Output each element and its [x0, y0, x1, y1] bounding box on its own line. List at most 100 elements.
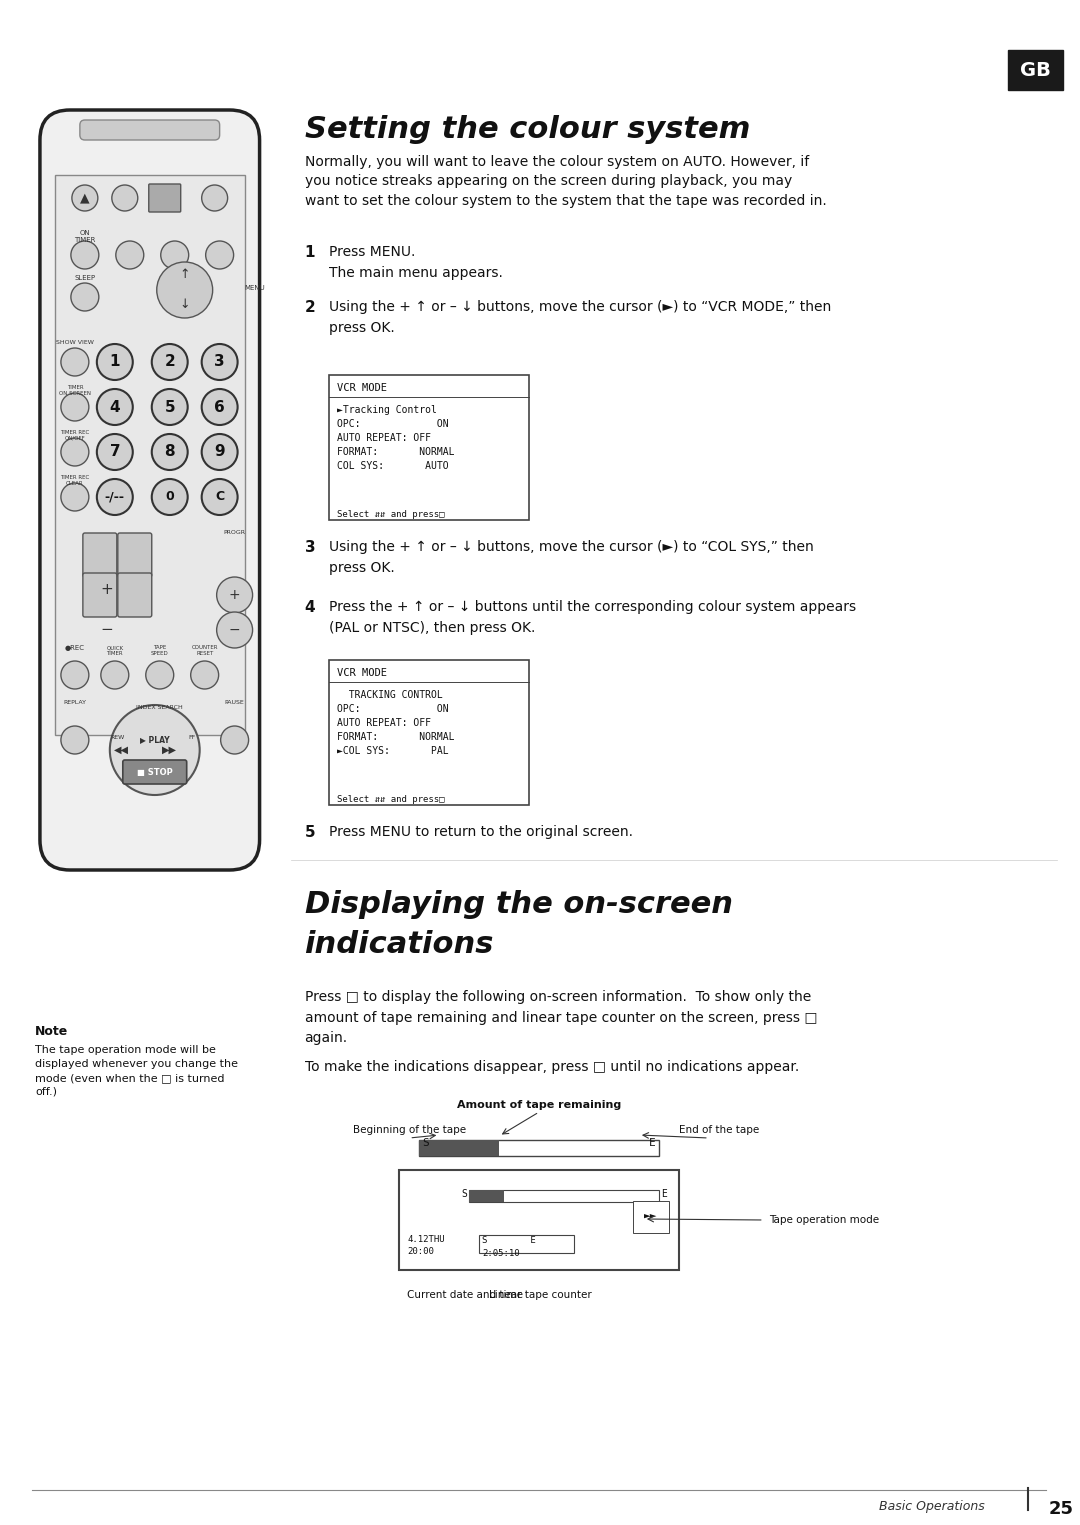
Text: Note: Note: [35, 1025, 68, 1039]
Text: OPC:             ON: OPC: ON: [337, 419, 449, 429]
Text: Beginning of the tape: Beginning of the tape: [353, 1125, 465, 1135]
Circle shape: [60, 483, 89, 511]
Circle shape: [205, 241, 233, 268]
Text: +: +: [100, 583, 113, 598]
Text: ►Tracking Control: ►Tracking Control: [337, 406, 437, 415]
Text: 0: 0: [165, 491, 174, 503]
Text: 2: 2: [164, 354, 175, 369]
Text: E: E: [661, 1190, 666, 1199]
Text: TRACKING CONTROL: TRACKING CONTROL: [337, 689, 443, 700]
Circle shape: [60, 726, 89, 753]
Bar: [400, 1170, 679, 1270]
Text: ▲: ▲: [80, 192, 90, 204]
Circle shape: [97, 479, 133, 515]
Text: ON
TIMER: ON TIMER: [75, 230, 95, 242]
Text: ●REC: ●REC: [65, 645, 85, 651]
Text: 1: 1: [305, 246, 315, 259]
Bar: [480, 1235, 575, 1254]
Text: TAPE
SPEED: TAPE SPEED: [151, 645, 168, 656]
Text: GB: GB: [1020, 61, 1051, 79]
Text: 3: 3: [214, 354, 225, 369]
FancyBboxPatch shape: [118, 573, 152, 618]
Text: ◀◀: ◀◀: [114, 746, 130, 755]
Text: 4: 4: [109, 400, 120, 415]
Text: Normally, you will want to leave the colour system on AUTO. However, if
you noti: Normally, you will want to leave the col…: [305, 156, 826, 207]
Text: VCR MODE: VCR MODE: [337, 383, 388, 393]
Circle shape: [202, 345, 238, 380]
Circle shape: [97, 389, 133, 425]
Text: Setting the colour system: Setting the colour system: [305, 114, 750, 143]
Text: 8: 8: [164, 444, 175, 459]
Text: 5: 5: [164, 400, 175, 415]
Text: AUTO REPEAT: OFF: AUTO REPEAT: OFF: [337, 433, 431, 442]
Circle shape: [152, 479, 188, 515]
Text: S        E: S E: [482, 1235, 536, 1244]
Text: Select ⇵⇵ and press□: Select ⇵⇵ and press□: [337, 795, 445, 804]
Text: Current date and time: Current date and time: [407, 1290, 524, 1299]
Text: PAUSE: PAUSE: [225, 700, 244, 705]
Text: End of the tape: End of the tape: [678, 1125, 759, 1135]
Circle shape: [60, 348, 89, 377]
Text: AUTO REPEAT: OFF: AUTO REPEAT: OFF: [337, 718, 431, 727]
Text: 4: 4: [305, 599, 315, 615]
Text: QUICK
TIMER: QUICK TIMER: [106, 645, 123, 656]
Circle shape: [202, 435, 238, 470]
Text: TIMER REC
ON/OFF: TIMER REC ON/OFF: [60, 430, 90, 441]
FancyBboxPatch shape: [149, 185, 180, 212]
Circle shape: [217, 576, 253, 613]
Circle shape: [146, 660, 174, 689]
Text: ▶ PLAY: ▶ PLAY: [140, 735, 170, 744]
Text: FORMAT:       NORMAL: FORMAT: NORMAL: [337, 732, 455, 743]
Circle shape: [97, 435, 133, 470]
Text: SLEEP: SLEEP: [75, 274, 95, 281]
Text: indications: indications: [305, 930, 494, 959]
Bar: [329, 375, 529, 520]
Circle shape: [60, 438, 89, 467]
Bar: [329, 660, 529, 805]
Circle shape: [157, 262, 213, 319]
Text: ►COL SYS:       PAL: ►COL SYS: PAL: [337, 746, 449, 756]
Text: Displaying the on-screen: Displaying the on-screen: [305, 891, 732, 920]
Text: 6: 6: [214, 400, 225, 415]
FancyBboxPatch shape: [123, 759, 187, 784]
FancyBboxPatch shape: [1009, 50, 1064, 90]
Circle shape: [60, 660, 89, 689]
Bar: [419, 1141, 499, 1156]
Circle shape: [202, 479, 238, 515]
Circle shape: [116, 241, 144, 268]
Text: To make the indications disappear, press □ until no indications appear.: To make the indications disappear, press…: [305, 1060, 799, 1074]
Text: E: E: [649, 1138, 656, 1148]
Circle shape: [191, 660, 218, 689]
Text: FORMAT:       NORMAL: FORMAT: NORMAL: [337, 447, 455, 458]
Text: Linear tape counter: Linear tape counter: [489, 1290, 592, 1299]
Bar: [55, 175, 244, 735]
Text: 2: 2: [305, 300, 315, 316]
Text: ►►: ►►: [644, 1212, 658, 1222]
Bar: [469, 1190, 659, 1202]
Bar: [419, 1141, 659, 1156]
Text: FF: FF: [188, 735, 195, 740]
FancyBboxPatch shape: [80, 120, 219, 140]
FancyBboxPatch shape: [83, 534, 117, 576]
Text: S: S: [461, 1190, 468, 1199]
Text: OPC:             ON: OPC: ON: [337, 705, 449, 714]
Text: 4.12THU
20:00: 4.12THU 20:00: [407, 1235, 445, 1255]
Text: Select ⇵⇵ and press□: Select ⇵⇵ and press□: [337, 509, 445, 518]
Text: 25: 25: [1049, 1501, 1074, 1517]
Text: Basic Operations: Basic Operations: [878, 1501, 984, 1513]
Text: 2:05:10: 2:05:10: [482, 1249, 519, 1258]
Text: TIMER
ON SCREEN: TIMER ON SCREEN: [59, 384, 91, 396]
Circle shape: [110, 705, 200, 795]
Circle shape: [152, 345, 188, 380]
FancyBboxPatch shape: [40, 110, 259, 869]
Text: −: −: [100, 622, 113, 637]
Text: INDEX SEARCH: INDEX SEARCH: [136, 705, 184, 711]
Text: ■ STOP: ■ STOP: [137, 767, 173, 776]
Text: +: +: [229, 589, 241, 602]
Text: 1: 1: [109, 354, 120, 369]
Text: Tape operation mode: Tape operation mode: [769, 1215, 879, 1225]
Text: 7: 7: [109, 444, 120, 459]
Bar: [469, 1190, 504, 1202]
Circle shape: [100, 660, 129, 689]
Text: REW: REW: [110, 735, 125, 740]
